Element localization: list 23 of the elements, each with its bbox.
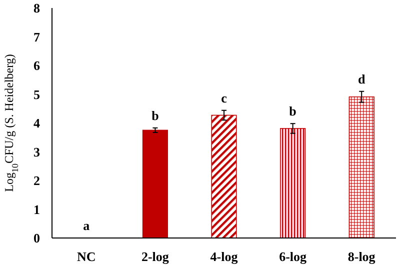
- x-tick-label: 6-log: [279, 249, 308, 264]
- x-tick-label: 2-log: [141, 249, 170, 264]
- bar: [280, 128, 306, 238]
- bar: [142, 130, 168, 238]
- bar: [211, 114, 237, 238]
- bar: [348, 96, 374, 238]
- annotation: b: [152, 108, 159, 123]
- y-tick-label: 8: [34, 0, 40, 16]
- x-tick-label: 4-log: [210, 249, 238, 264]
- y-tick-label: 3: [34, 144, 40, 160]
- annotation: c: [221, 90, 228, 106]
- y-tick-label: 1: [34, 202, 40, 217]
- y-tick-label: 7: [34, 29, 40, 44]
- y-tick-label: 0: [34, 230, 40, 246]
- y-tick-label: 6: [34, 58, 40, 74]
- y-tick-label: 4: [34, 116, 40, 131]
- annotation: d: [358, 71, 366, 86]
- x-tick-label: NC: [77, 249, 96, 264]
- y-tick-label: 2: [34, 173, 40, 188]
- annotation: b: [289, 104, 296, 119]
- y-tick-label: 5: [34, 86, 40, 102]
- x-tick-label: 8-log: [348, 249, 376, 264]
- annotation: a: [83, 218, 90, 233]
